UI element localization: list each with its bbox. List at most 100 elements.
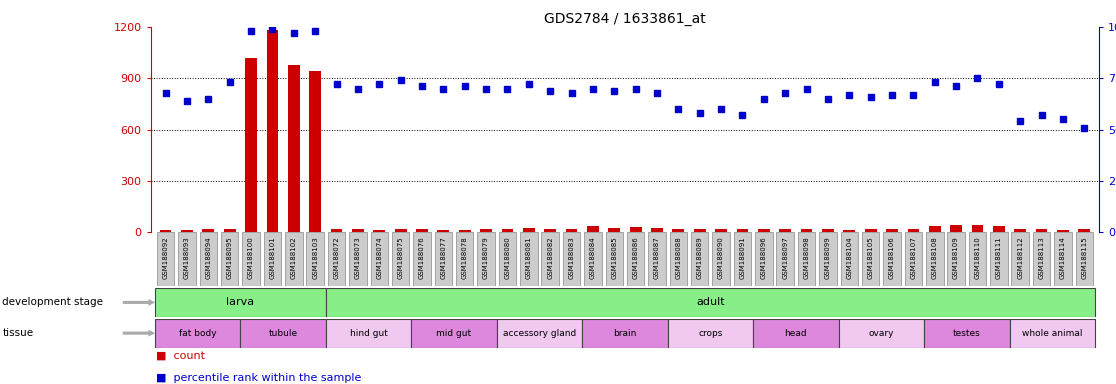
Bar bbox=[758, 229, 770, 232]
Text: GSM188103: GSM188103 bbox=[312, 237, 318, 280]
Bar bbox=[779, 228, 791, 232]
FancyBboxPatch shape bbox=[691, 232, 709, 286]
Bar bbox=[523, 228, 535, 232]
Text: head: head bbox=[785, 329, 807, 338]
Bar bbox=[224, 229, 235, 232]
FancyBboxPatch shape bbox=[670, 232, 687, 286]
FancyBboxPatch shape bbox=[1011, 232, 1029, 286]
Text: GSM188078: GSM188078 bbox=[462, 237, 468, 280]
Text: GSM188100: GSM188100 bbox=[248, 237, 254, 280]
Text: GSM188076: GSM188076 bbox=[418, 237, 425, 280]
Text: GSM188105: GSM188105 bbox=[867, 237, 874, 280]
Text: tubule: tubule bbox=[269, 329, 298, 338]
FancyBboxPatch shape bbox=[883, 232, 901, 286]
Text: GSM188109: GSM188109 bbox=[953, 237, 959, 280]
Text: GSM188092: GSM188092 bbox=[163, 237, 169, 280]
Text: GSM188074: GSM188074 bbox=[376, 237, 383, 280]
FancyBboxPatch shape bbox=[326, 288, 1095, 317]
FancyBboxPatch shape bbox=[285, 232, 302, 286]
Text: GSM188107: GSM188107 bbox=[911, 237, 916, 280]
FancyBboxPatch shape bbox=[819, 232, 837, 286]
Text: GSM188081: GSM188081 bbox=[526, 237, 532, 280]
Bar bbox=[330, 229, 343, 232]
Bar bbox=[309, 71, 321, 232]
Text: GSM188106: GSM188106 bbox=[889, 237, 895, 280]
Text: GSM188089: GSM188089 bbox=[696, 237, 703, 280]
Text: adult: adult bbox=[696, 297, 724, 308]
Text: accessory gland: accessory gland bbox=[503, 329, 576, 338]
Text: GSM188086: GSM188086 bbox=[633, 237, 638, 280]
FancyBboxPatch shape bbox=[412, 319, 497, 348]
Text: GSM188097: GSM188097 bbox=[782, 237, 788, 280]
FancyBboxPatch shape bbox=[349, 232, 367, 286]
Text: crops: crops bbox=[699, 329, 722, 338]
Bar bbox=[950, 225, 962, 232]
Text: GSM188072: GSM188072 bbox=[334, 237, 339, 280]
FancyBboxPatch shape bbox=[240, 319, 326, 348]
Text: GSM188079: GSM188079 bbox=[483, 237, 489, 280]
Bar bbox=[587, 226, 599, 232]
FancyBboxPatch shape bbox=[562, 232, 580, 286]
FancyBboxPatch shape bbox=[242, 232, 260, 286]
Text: GSM188111: GSM188111 bbox=[995, 237, 1002, 280]
FancyBboxPatch shape bbox=[862, 232, 879, 286]
FancyBboxPatch shape bbox=[798, 232, 816, 286]
Bar bbox=[246, 58, 257, 232]
Text: ■  percentile rank within the sample: ■ percentile rank within the sample bbox=[156, 373, 362, 383]
Bar bbox=[459, 230, 471, 232]
Bar bbox=[545, 229, 556, 232]
FancyBboxPatch shape bbox=[326, 319, 412, 348]
FancyBboxPatch shape bbox=[371, 232, 388, 286]
Bar bbox=[694, 229, 705, 232]
FancyBboxPatch shape bbox=[157, 232, 174, 286]
Bar bbox=[267, 30, 278, 232]
Text: whole animal: whole animal bbox=[1022, 329, 1083, 338]
FancyBboxPatch shape bbox=[584, 232, 602, 286]
Text: GSM188091: GSM188091 bbox=[740, 237, 745, 280]
FancyBboxPatch shape bbox=[947, 232, 965, 286]
FancyBboxPatch shape bbox=[1032, 232, 1050, 286]
FancyBboxPatch shape bbox=[1055, 232, 1071, 286]
Bar bbox=[1057, 230, 1069, 232]
Bar bbox=[181, 230, 193, 232]
Text: GSM188096: GSM188096 bbox=[761, 237, 767, 280]
Text: GSM188080: GSM188080 bbox=[504, 237, 510, 280]
FancyBboxPatch shape bbox=[456, 232, 473, 286]
Bar bbox=[715, 229, 727, 232]
Bar bbox=[352, 228, 364, 232]
Text: GSM188110: GSM188110 bbox=[974, 237, 981, 280]
FancyBboxPatch shape bbox=[840, 232, 858, 286]
Bar bbox=[929, 226, 941, 232]
Bar bbox=[437, 230, 450, 232]
FancyBboxPatch shape bbox=[541, 232, 559, 286]
FancyBboxPatch shape bbox=[838, 319, 924, 348]
Text: fat body: fat body bbox=[179, 329, 217, 338]
FancyBboxPatch shape bbox=[155, 319, 240, 348]
Bar bbox=[288, 65, 300, 232]
Text: testes: testes bbox=[953, 329, 981, 338]
Text: hind gut: hind gut bbox=[349, 329, 387, 338]
Bar bbox=[501, 228, 513, 232]
FancyBboxPatch shape bbox=[434, 232, 452, 286]
Bar bbox=[1078, 229, 1090, 232]
Bar bbox=[972, 225, 983, 232]
Bar bbox=[800, 229, 812, 232]
FancyBboxPatch shape bbox=[328, 232, 345, 286]
Text: tissue: tissue bbox=[2, 328, 33, 338]
Text: GSM188099: GSM188099 bbox=[825, 237, 831, 280]
Text: GSM188101: GSM188101 bbox=[269, 237, 276, 280]
FancyBboxPatch shape bbox=[667, 319, 753, 348]
Text: larva: larva bbox=[227, 297, 254, 308]
FancyBboxPatch shape bbox=[499, 232, 517, 286]
Bar bbox=[202, 229, 214, 232]
FancyBboxPatch shape bbox=[1076, 232, 1093, 286]
Bar bbox=[844, 230, 855, 232]
Text: GSM188094: GSM188094 bbox=[205, 237, 211, 280]
FancyBboxPatch shape bbox=[307, 232, 324, 286]
Text: GSM188093: GSM188093 bbox=[184, 237, 190, 280]
FancyBboxPatch shape bbox=[990, 232, 1008, 286]
FancyBboxPatch shape bbox=[777, 232, 793, 286]
Text: brain: brain bbox=[614, 329, 636, 338]
FancyBboxPatch shape bbox=[905, 232, 922, 286]
Text: GSM188114: GSM188114 bbox=[1060, 237, 1066, 280]
